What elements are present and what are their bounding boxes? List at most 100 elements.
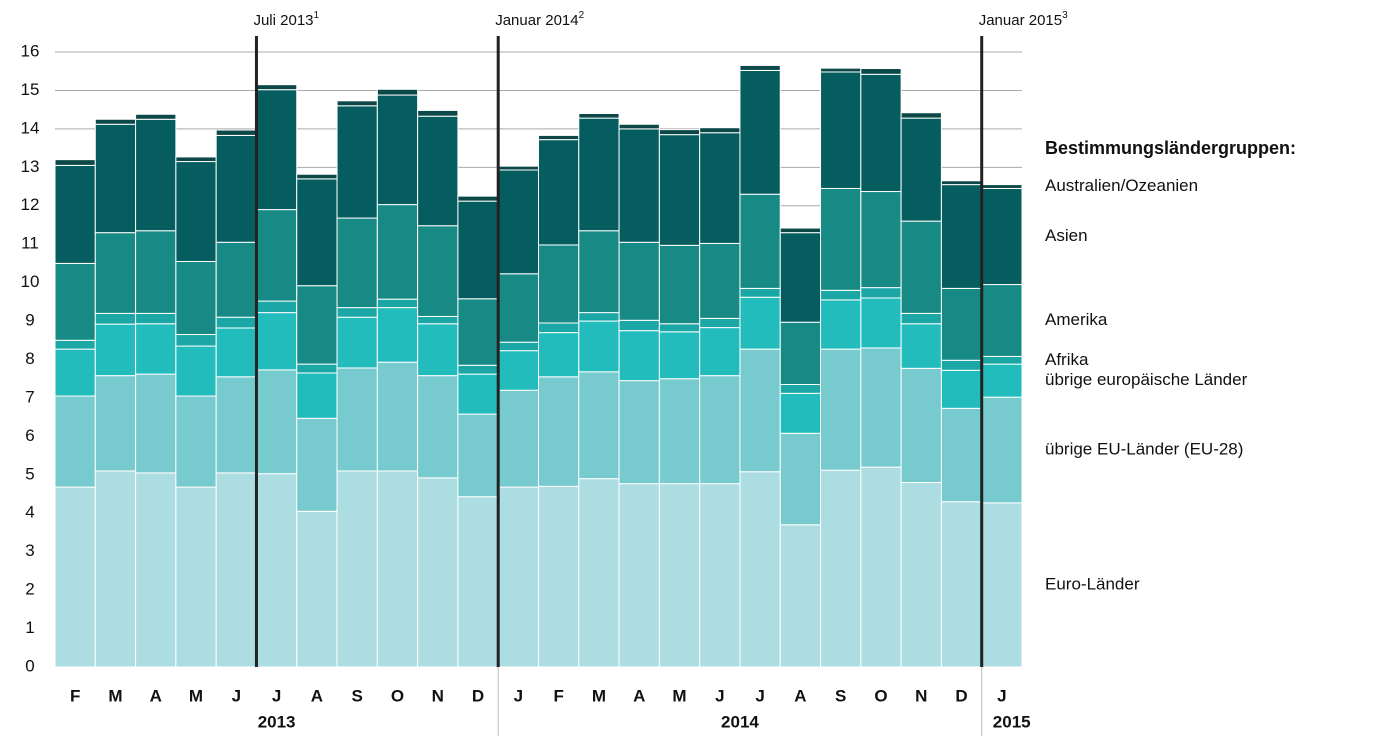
bar-segment — [860, 297, 902, 349]
bar-segment — [860, 73, 902, 193]
x-tick-label: D — [472, 686, 484, 705]
y-tick-label: 8 — [25, 349, 34, 368]
bar-segment — [538, 139, 580, 246]
bar-segment — [538, 322, 580, 334]
bar-segment — [820, 71, 862, 189]
bar-segment — [538, 376, 580, 487]
legend-label: Amerika — [1045, 310, 1108, 329]
bar-segment — [981, 502, 1023, 668]
bar-segment — [135, 230, 177, 314]
bar-segment — [417, 115, 459, 227]
y-tick-label: 13 — [21, 157, 40, 176]
bar-segment — [658, 129, 701, 136]
bar-segment — [900, 323, 942, 369]
bar-segment — [215, 129, 257, 136]
bar-segment — [457, 195, 499, 202]
bar-segment — [497, 169, 540, 275]
bar-segment — [578, 113, 620, 119]
bar-segment — [417, 323, 459, 377]
x-tick-label: N — [432, 686, 444, 705]
bar-segment — [618, 483, 660, 668]
bar-segment — [417, 315, 459, 325]
annotation-sup: 3 — [1062, 10, 1068, 21]
x-tick-label: M — [672, 686, 686, 705]
bar-segment — [860, 287, 902, 299]
x-tick-label: F — [553, 686, 563, 705]
bar-segment — [336, 100, 378, 107]
bar-segment — [336, 316, 378, 369]
bar-segment — [215, 241, 257, 318]
bar-segment — [457, 413, 499, 498]
bar-segment — [296, 417, 338, 512]
bar-segment — [699, 127, 741, 134]
annotation-text: Januar 2015 — [979, 12, 1062, 29]
bar-segment — [376, 204, 419, 300]
bar-segment — [739, 69, 781, 195]
annotation: Januar 20142 — [495, 10, 584, 29]
bar-segment — [981, 363, 1023, 398]
bar-segment — [900, 117, 942, 222]
bar-segment — [296, 510, 338, 668]
legend-label: Afrika — [1045, 350, 1089, 369]
bar-segment — [417, 109, 459, 117]
bar-segment — [457, 364, 499, 375]
bar-segment — [940, 180, 983, 186]
bar-segment — [376, 298, 419, 309]
bar-segment — [618, 330, 660, 382]
bar-segment — [255, 300, 298, 314]
bar-segment — [94, 118, 137, 125]
bar-segment — [175, 161, 217, 262]
x-tick-label: A — [794, 686, 806, 705]
bar-segment — [699, 327, 741, 377]
x-tick-label: N — [915, 686, 927, 705]
bar-segment — [376, 470, 419, 668]
bar-segment — [175, 395, 217, 488]
bar-segment — [296, 372, 338, 419]
x-tick-label: J — [514, 686, 523, 705]
bar-segment — [54, 348, 96, 397]
bar-segment — [820, 67, 862, 73]
bar-segment — [618, 123, 660, 130]
y-tick-label: 2 — [25, 580, 34, 599]
bar-segment — [820, 469, 862, 668]
bar-segment — [658, 483, 701, 668]
bar-segment — [175, 156, 217, 163]
bar-segment — [175, 486, 217, 668]
bar-segment — [739, 348, 781, 473]
legend-label: Euro-Länder — [1045, 574, 1140, 593]
x-tick-label: F — [70, 686, 80, 705]
y-tick-label: 1 — [25, 618, 34, 637]
bar-segment — [135, 373, 177, 474]
bar-segment — [658, 134, 701, 246]
bar-segment — [376, 307, 419, 363]
y-tick-label: 10 — [21, 272, 40, 291]
x-tick-label: J — [755, 686, 764, 705]
bar-segment — [94, 470, 137, 668]
x-tick-label: D — [955, 686, 967, 705]
bar-segment — [578, 312, 620, 322]
bar-segment — [135, 312, 177, 325]
bar-segment — [779, 321, 822, 385]
y-tick-label: 4 — [25, 503, 34, 522]
bar-segment — [296, 285, 338, 365]
y-tick-label: 14 — [21, 118, 40, 137]
y-tick-label: 6 — [25, 426, 34, 445]
bar-segment — [860, 466, 902, 668]
bar-segment — [376, 88, 419, 96]
bar-segment — [658, 244, 701, 325]
bar-segment — [940, 501, 983, 668]
bar-segment — [699, 483, 741, 668]
bar-segment — [900, 112, 942, 119]
bar-segment — [497, 165, 540, 171]
annotation-sup: 1 — [314, 10, 320, 21]
bar-segment — [779, 432, 822, 526]
bar-segment — [175, 334, 217, 347]
y-tick-label: 5 — [25, 464, 34, 483]
bar-segment — [981, 355, 1023, 365]
y-tick-label: 11 — [21, 234, 39, 253]
annotation: Juli 20131 — [253, 10, 319, 29]
bar-segment — [376, 94, 419, 206]
y-tick-label: 12 — [21, 195, 40, 214]
year-label: 2015 — [993, 712, 1031, 731]
bar-segment — [255, 84, 298, 91]
